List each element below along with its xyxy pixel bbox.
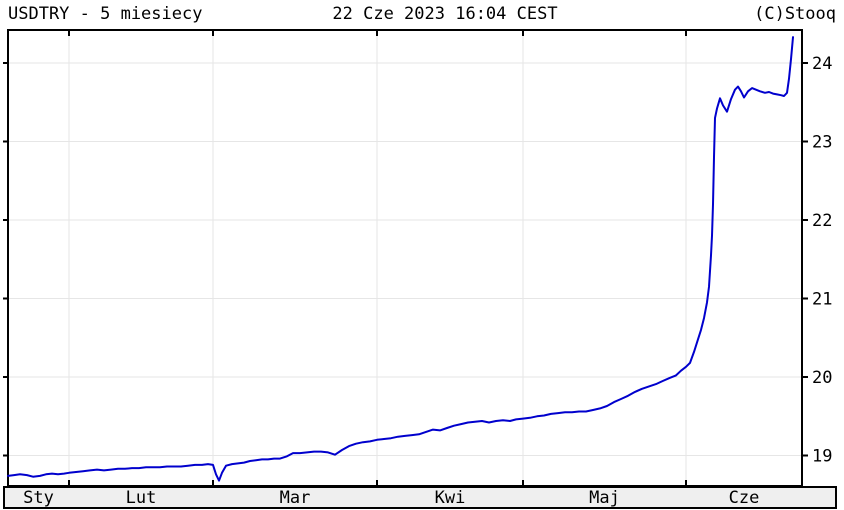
month-label: Maj — [589, 488, 620, 508]
chart-timestamp: 22 Cze 2023 16:04 CEST — [332, 4, 558, 24]
y-axis-label: 23 — [812, 133, 832, 153]
month-label: Lut — [126, 488, 157, 508]
y-axis-label: 19 — [812, 447, 832, 467]
month-label: Cze — [729, 488, 760, 508]
chart-header: USDTRY - 5 miesiecy 22 Cze 2023 16:04 CE… — [0, 4, 844, 26]
y-axis-label: 20 — [812, 368, 832, 388]
month-label: Kwi — [435, 488, 466, 508]
month-label: Sty — [23, 488, 54, 508]
copyright-label: (C)Stooq — [754, 4, 836, 24]
chart-title: USDTRY - 5 miesiecy — [8, 4, 203, 24]
price-line — [7, 36, 794, 482]
y-axis-label: 21 — [812, 290, 832, 310]
y-axis-label: 24 — [812, 54, 832, 74]
month-band — [3, 486, 837, 509]
y-axis-label: 22 — [812, 211, 832, 231]
month-label: Mar — [280, 488, 311, 508]
plot-frame — [7, 29, 803, 487]
